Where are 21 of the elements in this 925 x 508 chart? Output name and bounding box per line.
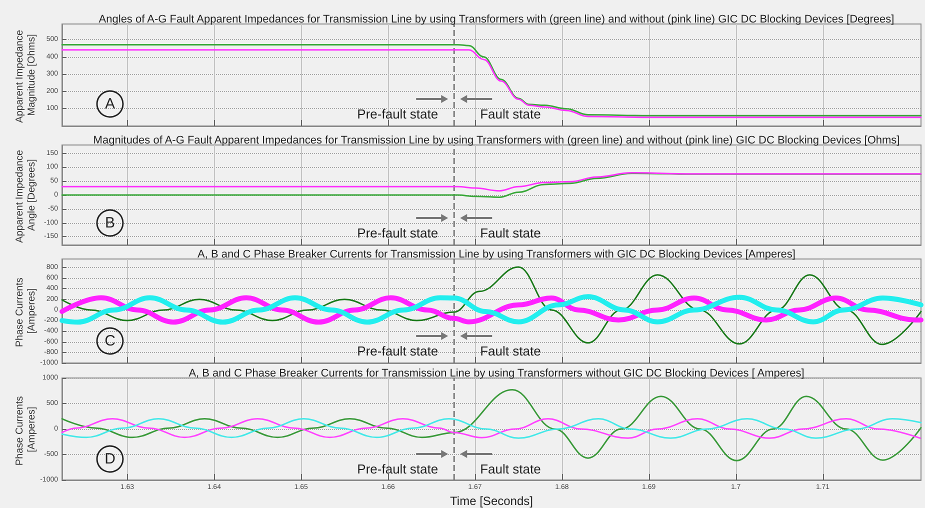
annotation: Pre-fault state <box>357 462 438 476</box>
chart-title: A, B and C Phase Breaker Currents for Transmission Line by using Transformers with GIC DC Blocking Devices [Amperes] <box>198 248 796 260</box>
annotation: C <box>104 332 116 350</box>
annotation: A <box>104 96 116 112</box>
x-axis-title: Time [Seconds] <box>450 494 533 508</box>
y-axis-title: Phase Currents [Amperes] <box>14 393 38 466</box>
annotation: B <box>104 214 116 232</box>
annotation: Fault state <box>480 226 541 240</box>
y-axis-title: Apparent Impedance Magnitude [Ohms] <box>14 27 38 123</box>
annotation: D <box>104 450 116 468</box>
annotation: Pre-fault state <box>357 226 438 240</box>
chart-title: Magnitudes of A-G Fault Apparent Impedances for Transmission Line by using Transformers with (green line) and without (pink line) GIC DC Blocking Devices [Ohms] <box>93 134 900 146</box>
annotation: Fault state <box>480 344 541 358</box>
annotation: Pre-fault state <box>357 106 438 122</box>
annotation: Fault state <box>480 106 541 122</box>
chart-title: A, B and C Phase Breaker Currents for Transmission Line by using Transformers without GIC DC Blocking Devices [ Amperes] <box>188 368 804 380</box>
annotation: Fault state <box>480 462 541 476</box>
y-axis-title: Phase Currents [Amperes] <box>14 274 38 348</box>
annotation: Pre-fault state <box>357 344 438 358</box>
y-axis-title: Apparent Impedance Angle [Degrees] <box>14 147 38 243</box>
chart-title: Angles of A-G Fault Apparent Impedances for Transmission Line by using Transformers with (green line) and without (pink line) GIC DC Blocking Devices [Degrees] <box>98 14 894 26</box>
